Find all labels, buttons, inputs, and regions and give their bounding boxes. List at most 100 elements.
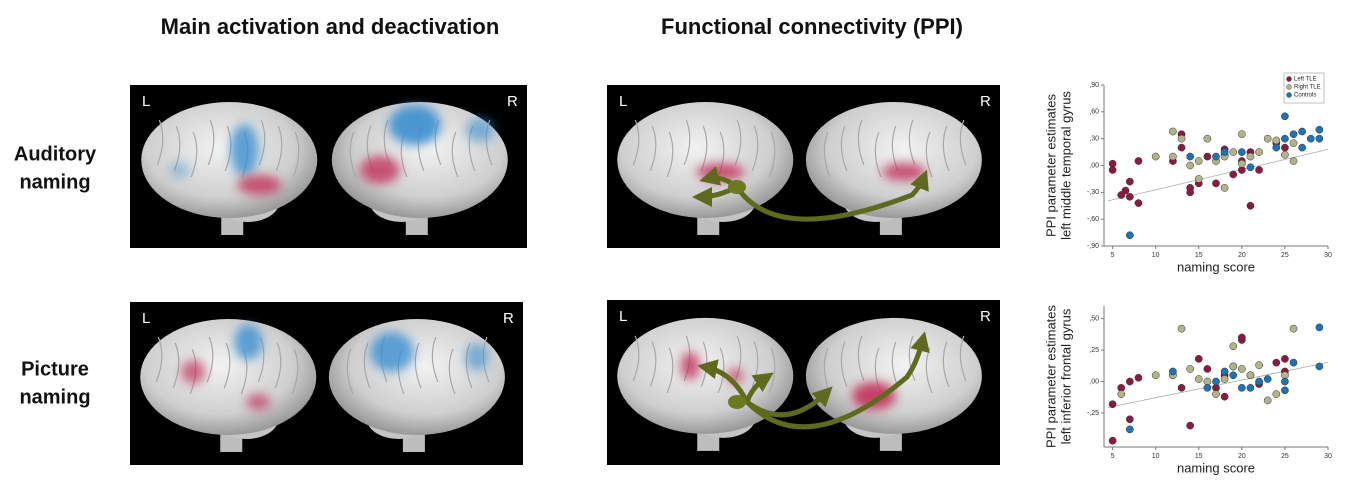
data-point: [1221, 368, 1228, 375]
data-point: [1195, 175, 1202, 182]
data-point: [1187, 153, 1194, 160]
data-point: [1255, 378, 1262, 385]
column-header: Main activation and deactivation: [161, 14, 500, 39]
data-point: [1255, 166, 1262, 173]
hemisphere-label: R: [980, 308, 991, 325]
activation: [466, 118, 494, 142]
data-point: [1178, 144, 1185, 151]
x-tick-label: 5: [1111, 453, 1115, 460]
data-point: [1230, 148, 1237, 155]
data-point: [1264, 135, 1271, 142]
data-point: [1135, 157, 1142, 164]
activation: [465, 343, 489, 371]
hemisphere-label: R: [980, 93, 991, 110]
data-point: [1152, 372, 1159, 379]
legend-label: Controls: [1294, 93, 1316, 99]
x-tick-label: 15: [1195, 453, 1203, 460]
data-point: [1109, 166, 1116, 173]
x-tick-label: 15: [1195, 252, 1203, 259]
y-axis-label: PPI parameter estimates: [1043, 93, 1058, 237]
data-point: [1178, 384, 1185, 391]
data-point: [1221, 184, 1228, 191]
data-point: [1135, 374, 1142, 381]
data-point: [1316, 363, 1323, 370]
data-point: [1126, 378, 1133, 385]
data-point: [1247, 384, 1254, 391]
data-point: [1230, 372, 1237, 379]
data-point: [1281, 355, 1288, 362]
legend-label: Right TLE: [1294, 85, 1321, 91]
data-point: [1290, 157, 1297, 164]
data-point: [1204, 135, 1211, 142]
data-point: [1221, 148, 1228, 155]
x-tick-label: 25: [1281, 453, 1289, 460]
legend-swatch: [1287, 85, 1292, 90]
data-point: [1247, 372, 1254, 379]
data-point: [1187, 189, 1194, 196]
y-tick-label: ,50: [1089, 315, 1099, 322]
data-point: [1195, 355, 1202, 362]
data-point: [1118, 391, 1125, 398]
activation: [852, 382, 896, 410]
data-point: [1212, 180, 1219, 187]
activation: [237, 175, 281, 195]
data-point: [1204, 365, 1211, 372]
data-point: [1187, 162, 1194, 169]
x-axis-label: naming score: [1177, 460, 1255, 475]
data-point: [1238, 148, 1245, 155]
data-point: [1109, 437, 1116, 444]
data-point: [1281, 378, 1288, 385]
data-point: [1169, 368, 1176, 375]
data-point: [1247, 202, 1254, 209]
data-point: [1230, 171, 1237, 178]
data-point: [1126, 178, 1133, 185]
data-point: [1212, 378, 1219, 385]
y-tick-label: -,25: [1087, 410, 1099, 417]
seed: [728, 395, 746, 409]
data-point: [1290, 140, 1297, 147]
activation: [246, 394, 270, 410]
y-tick-label: -,60: [1087, 216, 1099, 223]
data-point: [1264, 375, 1271, 382]
figure: Main activation and deactivation Functio…: [0, 0, 1346, 489]
data-point: [1299, 144, 1306, 151]
data-point: [1152, 153, 1159, 160]
data-point: [1299, 128, 1306, 135]
data-point: [1221, 393, 1228, 400]
activation: [389, 105, 441, 145]
data-point: [1281, 144, 1288, 151]
y-tick-label: ,00: [1089, 162, 1099, 169]
data-point: [1281, 387, 1288, 394]
data-point: [1178, 325, 1185, 332]
x-tick-label: 25: [1281, 252, 1289, 259]
x-axis-label: naming score: [1177, 259, 1255, 274]
data-point: [1126, 426, 1133, 433]
data-point: [1238, 334, 1245, 341]
data-point: [1290, 325, 1297, 332]
hemisphere-label: L: [142, 310, 150, 327]
data-point: [1126, 232, 1133, 239]
y-axis-label: PPI parameter estimates: [1043, 304, 1058, 448]
data-point: [1281, 113, 1288, 120]
data-point: [1109, 401, 1116, 408]
activation: [370, 332, 414, 372]
data-point: [1273, 144, 1280, 151]
data-point: [1316, 135, 1323, 142]
legend-swatch: [1287, 77, 1292, 82]
hemisphere-label: R: [507, 93, 518, 110]
data-point: [1290, 359, 1297, 366]
activation: [360, 156, 400, 184]
activation: [882, 163, 926, 181]
data-point: [1238, 131, 1245, 138]
x-tick-label: 10: [1152, 453, 1160, 460]
data-point: [1135, 199, 1142, 206]
data-point: [1122, 187, 1129, 194]
data-point: [1273, 137, 1280, 144]
y-tick-label: ,25: [1089, 347, 1099, 354]
data-point: [1307, 135, 1314, 142]
legend-label: Left TLE: [1294, 77, 1317, 83]
data-point: [1273, 359, 1280, 366]
row-label: naming: [19, 171, 90, 193]
data-point: [1247, 153, 1254, 160]
activation: [230, 124, 258, 176]
